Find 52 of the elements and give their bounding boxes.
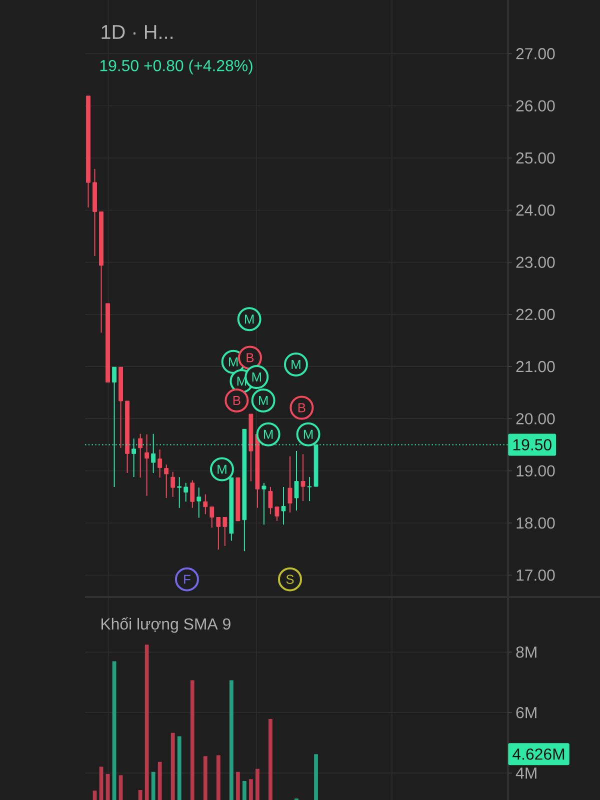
annotation: B bbox=[298, 403, 306, 412]
annotation: S bbox=[286, 574, 294, 584]
candlestick bbox=[216, 516, 221, 550]
annotation: B bbox=[246, 353, 254, 362]
y-tick-label: 6M bbox=[516, 706, 536, 718]
y-tick-label: 18.00 bbox=[516, 517, 555, 529]
annotation: M bbox=[244, 314, 254, 324]
annotation: M bbox=[228, 357, 238, 366]
candlestick bbox=[274, 506, 280, 522]
y-tick-label: 26.00 bbox=[516, 100, 555, 112]
candlestick bbox=[158, 448, 162, 478]
annotation: M bbox=[292, 360, 300, 369]
candlestick bbox=[144, 434, 150, 496]
y-tick-label: 25.00 bbox=[516, 152, 555, 164]
y-tick-label: 19.00 bbox=[516, 465, 555, 476]
y-tick-label: 24.00 bbox=[516, 204, 555, 216]
annotation: M bbox=[252, 372, 262, 382]
y-tick-label: 4M bbox=[516, 768, 536, 779]
candlestick bbox=[268, 486, 273, 515]
y-tick-label: 21.00 bbox=[516, 360, 555, 372]
candlestick bbox=[222, 516, 228, 546]
candlestick bbox=[294, 450, 299, 511]
annotation: M bbox=[218, 464, 226, 474]
annotation: M bbox=[258, 396, 268, 405]
text: 4.626M bbox=[512, 748, 564, 760]
candlestick bbox=[262, 482, 266, 526]
candlestick bbox=[203, 494, 208, 515]
y-tick-label: 17.00 bbox=[516, 570, 555, 581]
candlestick bbox=[288, 456, 292, 514]
annotation: M bbox=[304, 430, 313, 439]
y-tick-label: 22.00 bbox=[516, 308, 555, 320]
text: 1D · H... bbox=[102, 25, 173, 39]
ref-line-label: 19.50 bbox=[513, 439, 552, 450]
candlestick bbox=[177, 476, 182, 508]
candlestick bbox=[184, 482, 188, 502]
text: 19.50 +0.80 (+4.28%) bbox=[100, 60, 252, 74]
candlestick bbox=[196, 487, 202, 518]
annotation: B bbox=[233, 396, 240, 405]
y-tick-label: 27.00 bbox=[516, 48, 555, 60]
candlestick bbox=[190, 480, 195, 508]
y-tick-label: 20.00 bbox=[516, 413, 555, 424]
annotation: F bbox=[184, 574, 190, 584]
candlestick bbox=[300, 454, 306, 502]
y-tick-label: 23.00 bbox=[516, 256, 555, 268]
candlestick bbox=[170, 471, 176, 498]
candlestick bbox=[138, 433, 143, 478]
annotation: M bbox=[264, 430, 273, 439]
text: Khối lượng SMA 9 bbox=[102, 617, 230, 633]
candlestick bbox=[210, 506, 214, 528]
candlestick bbox=[281, 486, 286, 526]
candlestick bbox=[164, 464, 169, 498]
y-tick-label: 8M bbox=[516, 646, 536, 658]
